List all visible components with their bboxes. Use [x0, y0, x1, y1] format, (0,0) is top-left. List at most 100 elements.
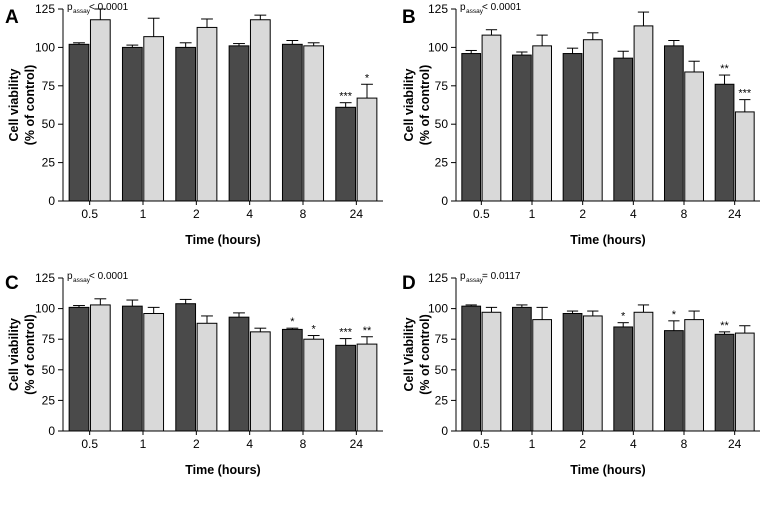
bar-dark [461, 53, 482, 202]
y-tick-label: 125 [428, 2, 448, 16]
y-tick-label: 0 [441, 194, 448, 208]
y-axis-title-line1: Cell viability [7, 68, 21, 141]
y-tick-label: 0 [48, 424, 55, 438]
panel-letter: D [402, 273, 416, 294]
bar-dark [281, 328, 303, 432]
y-tick-label: 50 [42, 117, 56, 131]
y-tick-label: 0 [441, 424, 448, 438]
bar-light [633, 311, 654, 432]
p-value-symbol: p [67, 2, 73, 13]
significance-label: ** [720, 63, 729, 75]
x-tick-label: 24 [350, 437, 364, 451]
significance-label: ** [720, 320, 729, 332]
bar-light [249, 19, 271, 202]
y-tick-label: 0 [48, 194, 55, 208]
p-value-subscript: assay [466, 277, 484, 284]
y-axis-title-line2: (% of control) [418, 65, 432, 146]
bar-dark [335, 344, 357, 432]
bar-dark [613, 326, 634, 432]
p-value-text: < 0.0001 [482, 2, 522, 13]
p-value-subscript: assay [466, 8, 484, 15]
x-tick-label: 24 [728, 207, 742, 221]
y-tick-label: 75 [435, 79, 449, 93]
significance-label: * [365, 72, 370, 84]
bar-light [143, 312, 165, 432]
x-axis-title: Time (hours) [185, 463, 260, 477]
x-tick-label: 1 [529, 207, 536, 221]
x-tick-label: 0.5 [81, 437, 98, 451]
y-tick-label: 50 [435, 363, 449, 377]
bar-dark [281, 43, 303, 202]
significance-label: *** [738, 88, 752, 100]
x-tick-label: 24 [728, 437, 742, 451]
y-tick-label: 125 [35, 271, 55, 285]
bar-light [582, 39, 603, 202]
bar-light [684, 319, 705, 432]
bar-dark [68, 306, 90, 432]
bar-light [303, 45, 325, 202]
x-tick-label: 0.5 [473, 437, 490, 451]
bar-light [582, 315, 603, 432]
bar-dark [228, 316, 250, 432]
significance-label: ** [363, 325, 372, 337]
bar-dark [714, 83, 735, 202]
significance-label: * [312, 324, 317, 336]
y-axis-title-line2: (% of control) [23, 314, 37, 395]
bar-light [196, 26, 218, 202]
significance-label: *** [339, 91, 353, 103]
x-tick-label: 8 [681, 437, 688, 451]
y-tick-label: 25 [435, 156, 449, 170]
bar-light [481, 34, 502, 202]
bar-light [481, 311, 502, 432]
y-tick-label: 75 [42, 79, 56, 93]
x-tick-label: 0.5 [81, 207, 98, 221]
x-axis-title: Time (hours) [570, 463, 645, 477]
bar-dark [663, 45, 684, 202]
bar-dark [714, 333, 735, 432]
y-tick-label: 100 [35, 40, 55, 54]
y-tick-label: 25 [42, 393, 56, 407]
y-tick-label: 25 [42, 156, 56, 170]
y-tick-label: 125 [428, 271, 448, 285]
x-tick-label: 4 [630, 437, 637, 451]
y-axis-title-line1: Cell viability [7, 318, 21, 391]
y-tick-label: 50 [435, 117, 449, 131]
bar-light [303, 338, 325, 432]
x-tick-label: 4 [246, 437, 253, 451]
bar-light [684, 71, 705, 202]
bar-light [89, 19, 111, 202]
bar-light [356, 343, 378, 432]
significance-label: * [621, 311, 626, 323]
p-value-symbol: p [67, 271, 73, 282]
significance-label: *** [339, 327, 353, 339]
x-tick-label: 2 [193, 437, 200, 451]
x-axis-title: Time (hours) [185, 233, 260, 247]
bar-dark [121, 46, 143, 202]
y-axis-title-line1: Cell viability [402, 68, 416, 141]
p-value-text: < 0.0001 [89, 271, 129, 282]
bar-light [196, 322, 218, 432]
significance-label: * [672, 309, 677, 321]
x-tick-label: 8 [681, 207, 688, 221]
bar-light [143, 36, 165, 202]
x-tick-label: 1 [140, 207, 147, 221]
bar-dark [121, 305, 143, 432]
significance-label: * [290, 316, 295, 328]
bar-light [356, 97, 378, 202]
y-tick-label: 75 [435, 332, 449, 346]
x-tick-label: 2 [193, 207, 200, 221]
bar-dark [663, 330, 684, 432]
bar-dark [511, 306, 532, 432]
x-tick-label: 8 [300, 437, 307, 451]
y-tick-label: 25 [435, 393, 449, 407]
p-value-text: < 0.0001 [89, 2, 129, 13]
bar-light [734, 332, 755, 432]
x-tick-label: 2 [579, 207, 586, 221]
bar-light [89, 304, 111, 432]
y-tick-label: 75 [42, 332, 56, 346]
